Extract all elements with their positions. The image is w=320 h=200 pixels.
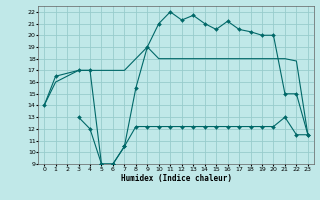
- X-axis label: Humidex (Indice chaleur): Humidex (Indice chaleur): [121, 174, 231, 183]
